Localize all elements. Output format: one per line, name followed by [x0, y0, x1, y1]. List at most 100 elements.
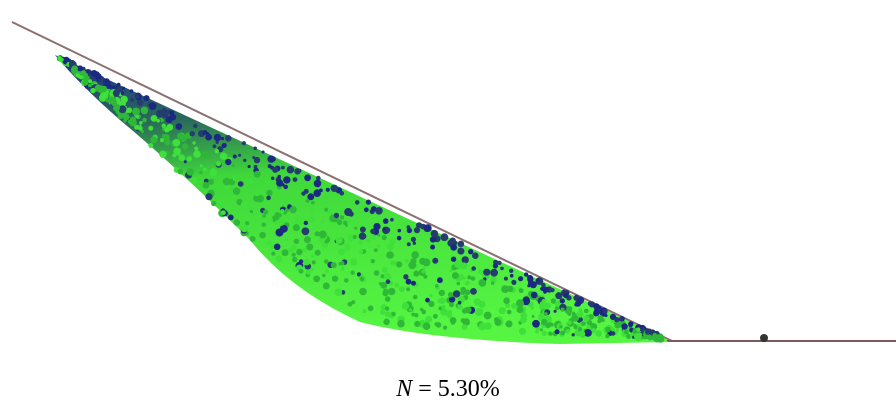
- particle: [261, 222, 266, 227]
- particle: [621, 323, 628, 330]
- particle: [286, 165, 295, 174]
- particle: [113, 104, 120, 112]
- particle: [232, 177, 237, 181]
- particle: [329, 211, 333, 215]
- particle: [150, 115, 158, 122]
- particle: [275, 228, 284, 237]
- particle: [237, 181, 244, 187]
- particle: [275, 255, 283, 263]
- particle: [334, 288, 343, 297]
- particle: [335, 236, 343, 244]
- particle: [120, 91, 125, 96]
- particle: [292, 177, 298, 183]
- particle: [88, 83, 92, 88]
- particle: [318, 230, 327, 239]
- particle: [577, 326, 583, 332]
- particle: [169, 114, 175, 120]
- particle: [202, 182, 210, 189]
- particle: [371, 234, 377, 240]
- particle: [539, 303, 545, 310]
- particle: [583, 308, 589, 314]
- particle: [313, 179, 322, 188]
- particle: [111, 85, 116, 90]
- particle: [270, 176, 275, 181]
- particle: [544, 302, 551, 309]
- particle: [186, 168, 194, 176]
- particle: [254, 190, 261, 197]
- particle: [472, 252, 479, 259]
- particle: [307, 193, 315, 201]
- particle: [298, 268, 304, 274]
- particle: [359, 287, 367, 296]
- particle: [252, 156, 256, 159]
- particle: [503, 276, 508, 281]
- particle: [344, 208, 353, 216]
- particle: [371, 206, 377, 212]
- particle: [377, 233, 381, 237]
- particle: [382, 218, 389, 224]
- particle: [595, 330, 602, 337]
- particle: [406, 227, 413, 234]
- particle: [90, 70, 98, 77]
- particle: [543, 312, 548, 316]
- particle: [318, 237, 325, 243]
- particle: [322, 282, 330, 290]
- particle: [130, 97, 135, 102]
- particle: [347, 234, 355, 242]
- particle: [425, 297, 430, 303]
- particle: [468, 249, 474, 255]
- particle: [266, 240, 272, 245]
- particle: [321, 220, 325, 224]
- particle: [215, 161, 221, 167]
- particle: [470, 276, 476, 281]
- particle: [358, 240, 363, 245]
- particle: [412, 294, 418, 300]
- particle: [413, 227, 421, 234]
- particle: [380, 274, 385, 279]
- particle: [478, 269, 483, 274]
- particle: [516, 299, 524, 308]
- particle: [529, 281, 537, 289]
- particle: [265, 179, 269, 184]
- particle: [118, 88, 123, 93]
- particle: [343, 243, 347, 247]
- particle: [354, 200, 360, 205]
- particle: [594, 308, 599, 314]
- particle: [422, 322, 431, 331]
- particle: [351, 300, 356, 305]
- particle: [161, 123, 166, 128]
- particle: [359, 276, 365, 282]
- particle: [384, 296, 391, 302]
- particle: [414, 320, 421, 327]
- particle: [373, 222, 381, 231]
- particle: [305, 269, 312, 275]
- particle: [283, 184, 289, 190]
- particle: [306, 243, 314, 251]
- particles: [56, 55, 665, 343]
- particle: [565, 329, 571, 334]
- particle: [416, 222, 423, 229]
- particle: [105, 98, 110, 103]
- particle: [293, 238, 300, 244]
- particle: [413, 270, 420, 277]
- particle: [506, 285, 514, 292]
- particle: [391, 311, 396, 317]
- particle: [644, 328, 652, 335]
- particle: [139, 121, 143, 125]
- particle: [429, 236, 437, 243]
- particle: [446, 312, 453, 319]
- particle: [527, 274, 534, 281]
- particle: [614, 318, 619, 323]
- particle: [164, 139, 171, 146]
- particle: [522, 297, 530, 306]
- particle: [518, 288, 524, 294]
- particle: [285, 195, 291, 201]
- particle: [127, 120, 132, 124]
- particle: [490, 276, 497, 284]
- particle: [207, 178, 214, 185]
- particle: [593, 303, 600, 310]
- particle: [460, 290, 466, 296]
- particle: [75, 73, 80, 78]
- particle: [390, 217, 394, 222]
